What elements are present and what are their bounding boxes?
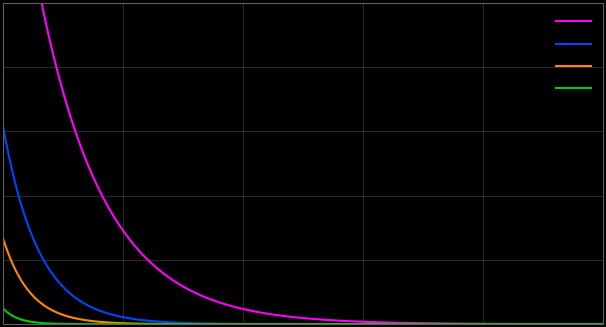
Legend: , , , : , , , — [550, 10, 596, 102]
